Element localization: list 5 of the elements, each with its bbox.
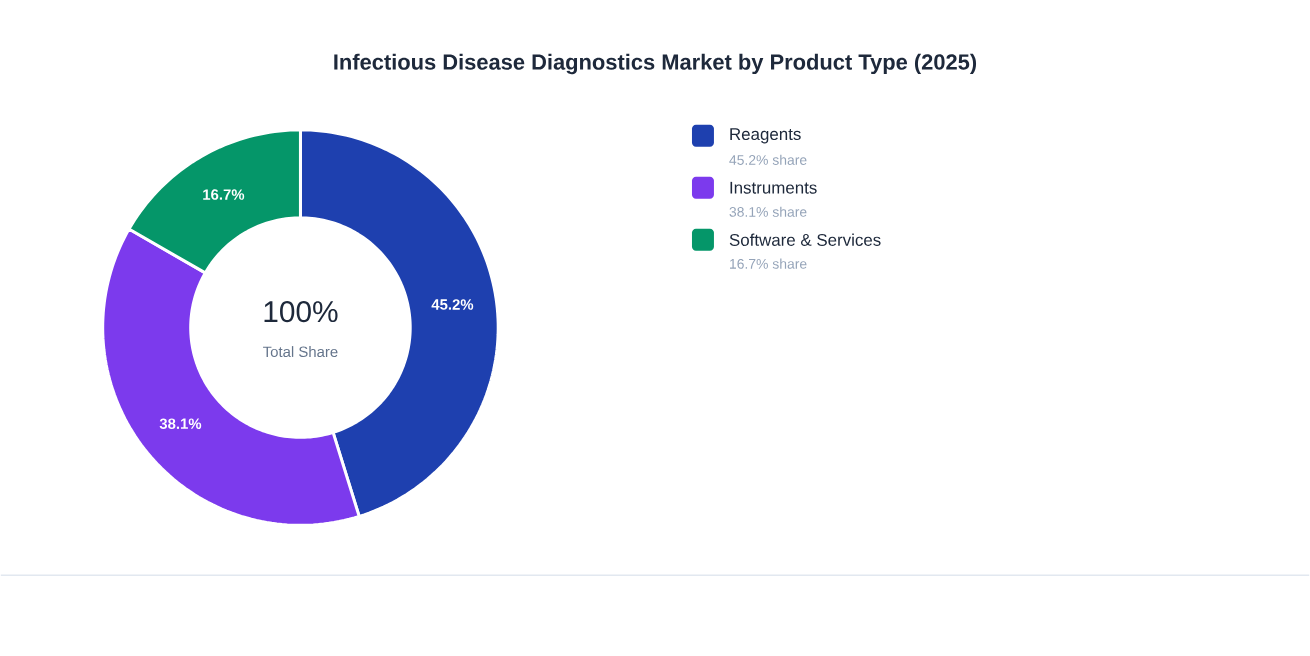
chart-title: Infectious Disease Diagnostics Market by Product Type (2025): [334, 54, 977, 75]
legend-label: Reagents: [730, 128, 801, 144]
legend-label: Instruments: [730, 182, 817, 195]
text: 100%: [264, 301, 338, 323]
legend-label: Software & Services: [729, 233, 881, 247]
